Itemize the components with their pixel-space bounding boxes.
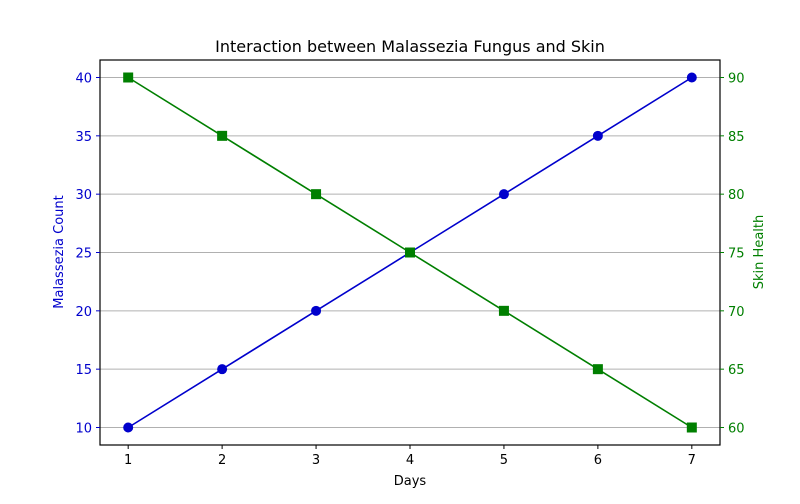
left-tick-label: 15 — [75, 363, 92, 378]
plot-series — [123, 72, 697, 433]
right-y-axis: 60 65 70 75 80 85 90 — [720, 72, 745, 437]
x-tick-label: 6 — [594, 453, 602, 468]
left-tick-label: 20 — [75, 305, 92, 320]
left-y-axis: 10 15 20 25 30 35 40 — [75, 72, 100, 437]
x-tick-label: 4 — [406, 453, 414, 468]
right-tick-label: 60 — [728, 422, 745, 437]
right-y-axis-label: Skin Health — [752, 215, 767, 289]
left-tick-label: 25 — [75, 247, 92, 262]
left-y-axis-label: Malassezia Count — [52, 195, 67, 308]
circle-marker — [498, 189, 509, 200]
square-marker — [686, 422, 697, 433]
right-tick-label: 80 — [728, 188, 745, 203]
x-tick-label: 1 — [124, 453, 132, 468]
right-tick-label: 70 — [728, 305, 745, 320]
series-skin-health — [123, 72, 697, 433]
circle-marker — [592, 130, 603, 141]
square-marker — [123, 72, 134, 83]
square-marker — [498, 305, 509, 316]
left-tick-label: 10 — [75, 422, 92, 437]
circle-marker — [123, 422, 134, 433]
square-marker — [592, 364, 603, 375]
grid-lines — [100, 77, 720, 428]
square-marker — [405, 247, 415, 258]
x-tick-label: 7 — [688, 453, 696, 468]
x-axis-label: Days — [394, 474, 427, 489]
right-tick-label: 90 — [728, 72, 745, 87]
circle-marker — [686, 72, 697, 83]
x-axis: 1 2 3 4 5 6 7 — [124, 445, 696, 468]
square-marker — [311, 189, 322, 200]
x-tick-label: 2 — [218, 453, 226, 468]
left-tick-label: 40 — [75, 72, 92, 87]
x-tick-label: 5 — [500, 453, 508, 468]
left-tick-label: 30 — [75, 188, 92, 203]
circle-marker — [311, 305, 322, 316]
right-tick-label: 65 — [728, 363, 745, 378]
square-marker — [217, 130, 228, 141]
left-tick-label: 35 — [75, 130, 92, 145]
right-tick-label: 75 — [728, 247, 745, 262]
right-tick-label: 85 — [728, 130, 745, 145]
circle-marker — [217, 364, 228, 375]
chart-title: Interaction between Malassezia Fungus an… — [215, 37, 605, 56]
x-tick-label: 3 — [312, 453, 320, 468]
